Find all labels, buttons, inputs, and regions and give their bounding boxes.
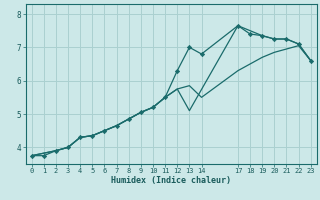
X-axis label: Humidex (Indice chaleur): Humidex (Indice chaleur) (111, 176, 231, 185)
